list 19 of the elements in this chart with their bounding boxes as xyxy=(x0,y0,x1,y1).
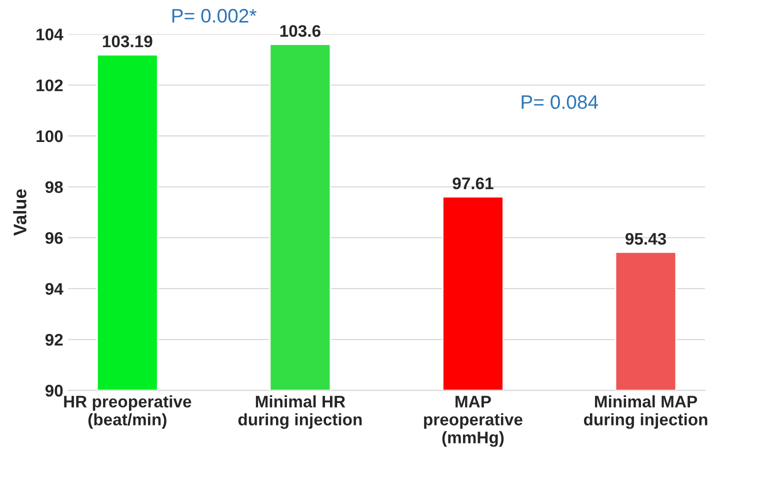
y-tick-label: 96 xyxy=(45,232,63,244)
data-label: 103.6 xyxy=(280,25,320,37)
y-tick-label: 92 xyxy=(45,334,63,346)
y-tick-label: 104 xyxy=(36,28,64,40)
y-tick-label: 100 xyxy=(36,130,63,142)
data-label: 97.61 xyxy=(452,177,494,190)
y-tick-label: 90 xyxy=(45,384,63,397)
x-tick-label: Minimal HR during injection xyxy=(238,395,362,429)
y-tick-label: 102 xyxy=(36,79,63,92)
text: P= 0.002* xyxy=(172,8,256,23)
y-tick-label: 98 xyxy=(45,181,63,194)
x-tick-label: Minimal MAP during injection xyxy=(584,395,708,429)
y-tick-label: 94 xyxy=(45,283,64,295)
y-axis-title: Value xyxy=(13,189,26,236)
data-label: 95.43 xyxy=(625,232,666,245)
annotation: P= 0.084 xyxy=(522,95,598,109)
x-tick-label: MAP preoperative (mmHg) xyxy=(424,396,522,447)
data-label: 103.19 xyxy=(102,36,152,48)
x-tick-label: HR preoperative (beat/min) xyxy=(64,395,192,429)
